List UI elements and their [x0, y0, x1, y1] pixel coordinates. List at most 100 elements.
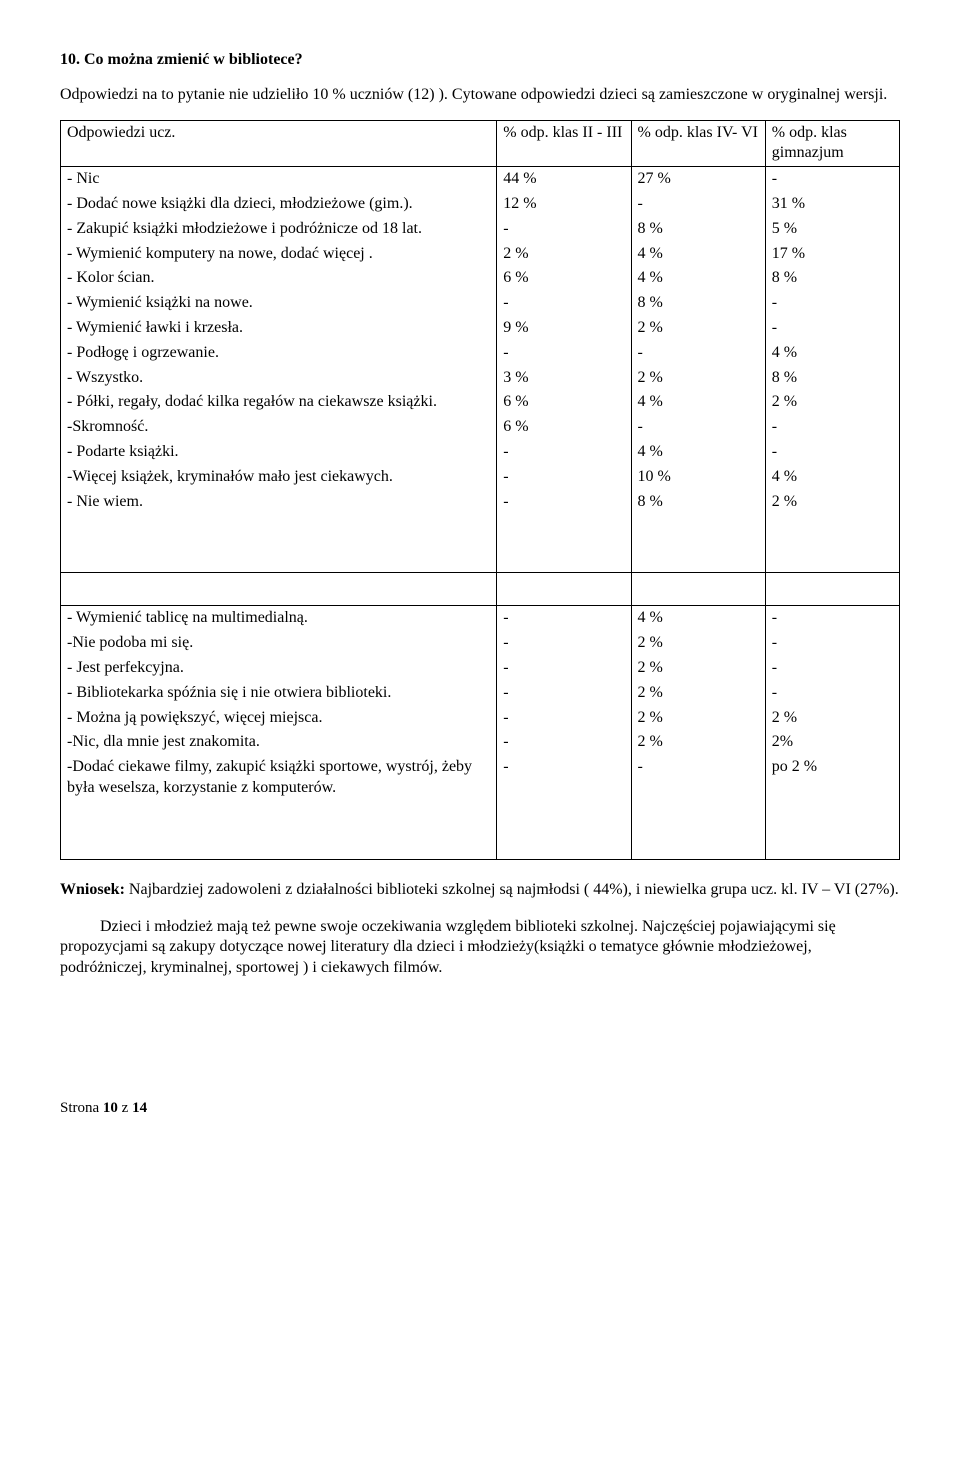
- table-row: -Więcej książek, kryminałów mało jest ci…: [61, 465, 900, 490]
- table-row: - Wymienić komputery na nowe, dodać więc…: [61, 242, 900, 267]
- header-answers: Odpowiedzi ucz.: [61, 120, 497, 167]
- conclusion-paragraph: Wniosek: Najbardziej zadowoleni z działa…: [60, 880, 900, 901]
- footer-page-number: 10: [103, 1100, 118, 1116]
- row-label: - Podłogę i ogrzewanie.: [61, 341, 497, 366]
- row-value: 2 %: [497, 242, 631, 267]
- table-row: - Zakupić książki młodzieżowe i podróżni…: [61, 217, 900, 242]
- question-title: 10. Co można zmienić w bibliotece?: [60, 50, 900, 71]
- intro-paragraph: Odpowiedzi na to pytanie nie udzieliło 1…: [60, 85, 900, 106]
- footer-suffix: z: [118, 1100, 132, 1116]
- row-value: 5 %: [765, 217, 899, 242]
- row-label: - Wszystko.: [61, 366, 497, 391]
- row-value: po 2 %: [765, 755, 899, 859]
- row-label: - Dodać nowe książki dla dzieci, młodzie…: [61, 192, 497, 217]
- row-value: -: [765, 316, 899, 341]
- row-value: -: [497, 681, 631, 706]
- row-value: 31 %: [765, 192, 899, 217]
- row-value: 6 %: [497, 390, 631, 415]
- row-value: 27 %: [631, 167, 765, 192]
- row-value: -: [497, 631, 631, 656]
- row-value: -: [497, 291, 631, 316]
- footer-total-pages: 14: [132, 1100, 147, 1116]
- row-value: 2 %: [765, 390, 899, 415]
- row-label: - Wymienić ławki i krzesła.: [61, 316, 497, 341]
- row-value: 4 %: [631, 606, 765, 631]
- row-value: -: [497, 341, 631, 366]
- row-value: 12 %: [497, 192, 631, 217]
- row-value: 4 %: [631, 390, 765, 415]
- row-label: -Więcej książek, kryminałów mało jest ci…: [61, 465, 497, 490]
- header-col2: % odp. klas IV- VI: [631, 120, 765, 167]
- row-value: 6 %: [497, 266, 631, 291]
- table-row: -Nic, dla mnie jest znakomita.-2 %2%: [61, 730, 900, 755]
- row-value: 3 %: [497, 366, 631, 391]
- body-paragraph: Dzieci i młodzież mają też pewne swoje o…: [60, 917, 900, 979]
- row-value: 4 %: [631, 266, 765, 291]
- conclusion-text: Najbardziej zadowoleni z działalności bi…: [125, 881, 899, 898]
- table-spacer-row: [61, 573, 900, 606]
- row-value: -: [765, 415, 899, 440]
- row-value: 2 %: [631, 316, 765, 341]
- row-value: -: [765, 167, 899, 192]
- row-value: -: [631, 415, 765, 440]
- row-value: -: [497, 465, 631, 490]
- table-row: - Podłogę i ogrzewanie.--4 %: [61, 341, 900, 366]
- row-value: -: [497, 656, 631, 681]
- row-value: -: [765, 606, 899, 631]
- row-label: -Dodać ciekawe filmy, zakupić książki sp…: [61, 755, 497, 859]
- row-label: - Półki, regały, dodać kilka regałów na …: [61, 390, 497, 415]
- table-row: - Wymienić ławki i krzesła.9 %2 %-: [61, 316, 900, 341]
- row-value: -: [497, 490, 631, 573]
- conclusion-label: Wniosek:: [60, 881, 125, 898]
- row-label: - Nic: [61, 167, 497, 192]
- table-header-row: Odpowiedzi ucz. % odp. klas II - III % o…: [61, 120, 900, 167]
- row-value: -: [497, 440, 631, 465]
- table-row: - Bibliotekarka spóźnia się i nie otwier…: [61, 681, 900, 706]
- row-value: -: [765, 656, 899, 681]
- row-label: -Nic, dla mnie jest znakomita.: [61, 730, 497, 755]
- header-col1: % odp. klas II - III: [497, 120, 631, 167]
- row-value: -: [497, 755, 631, 859]
- table-row: - Wszystko.3 %2 %8 %: [61, 366, 900, 391]
- row-value: -: [765, 631, 899, 656]
- row-value: 10 %: [631, 465, 765, 490]
- row-value: 2 %: [631, 706, 765, 731]
- row-label: - Zakupić książki młodzieżowe i podróżni…: [61, 217, 497, 242]
- row-label: -Skromność.: [61, 415, 497, 440]
- row-value: 2%: [765, 730, 899, 755]
- row-value: -: [631, 341, 765, 366]
- row-label: - Można ją powiększyć, więcej miejsca.: [61, 706, 497, 731]
- table-row: -Nie podoba mi się.-2 %-: [61, 631, 900, 656]
- table-row: - Można ją powiększyć, więcej miejsca.-2…: [61, 706, 900, 731]
- row-label: - Wymienić tablicę na multimedialną.: [61, 606, 497, 631]
- row-label: - Jest perfekcyjna.: [61, 656, 497, 681]
- row-value: 2 %: [631, 366, 765, 391]
- table-row: -Dodać ciekawe filmy, zakupić książki sp…: [61, 755, 900, 859]
- table-row: - Nic44 %27 %-: [61, 167, 900, 192]
- table-row: - Półki, regały, dodać kilka regałów na …: [61, 390, 900, 415]
- row-value: -: [631, 192, 765, 217]
- row-value: 8 %: [765, 266, 899, 291]
- table-row: - Nie wiem.-8 %2 %: [61, 490, 900, 573]
- row-label: - Nie wiem.: [61, 490, 497, 573]
- row-label: - Wymienić komputery na nowe, dodać więc…: [61, 242, 497, 267]
- row-value: -: [497, 706, 631, 731]
- row-value: 44 %: [497, 167, 631, 192]
- row-value: -: [765, 291, 899, 316]
- row-value: -: [497, 217, 631, 242]
- row-label: - Podarte książki.: [61, 440, 497, 465]
- footer-prefix: Strona: [60, 1100, 103, 1116]
- row-value: 8 %: [631, 217, 765, 242]
- row-value: -: [497, 730, 631, 755]
- page-footer: Strona 10 z 14: [60, 1099, 900, 1119]
- row-value: 8 %: [631, 291, 765, 316]
- table-row: - Wymienić tablicę na multimedialną. -4 %…: [61, 606, 900, 631]
- table-row: - Dodać nowe książki dla dzieci, młodzie…: [61, 192, 900, 217]
- row-value: 4 %: [631, 440, 765, 465]
- row-label: - Kolor ścian.: [61, 266, 497, 291]
- row-value: 2 %: [631, 730, 765, 755]
- row-value: 4 %: [765, 465, 899, 490]
- table-row: - Wymienić książki na nowe.-8 %-: [61, 291, 900, 316]
- row-value: -: [765, 681, 899, 706]
- row-value: 2 %: [631, 656, 765, 681]
